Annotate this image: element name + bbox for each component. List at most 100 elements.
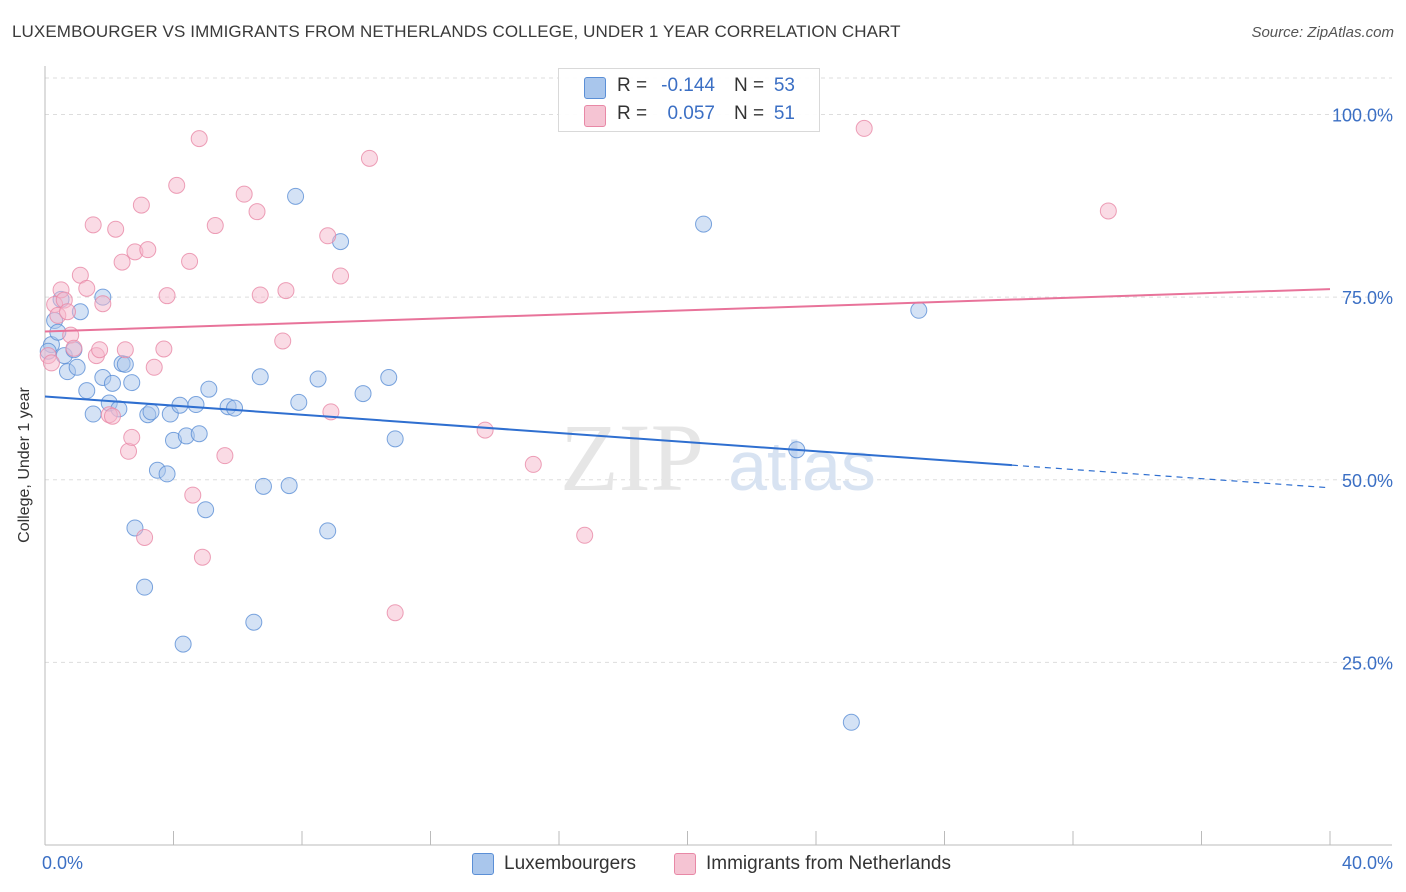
watermark: ZIP atlas bbox=[560, 404, 876, 511]
luxembourger-point bbox=[842, 713, 860, 731]
netherlands-point bbox=[181, 252, 199, 270]
legend-label: Luxembourgers bbox=[504, 853, 637, 874]
netherlands-point bbox=[251, 286, 269, 304]
luxembourger-point bbox=[290, 393, 308, 411]
luxembourger-point bbox=[190, 425, 208, 443]
y-axis-label-wrap: College, Under 1 year bbox=[16, 309, 34, 543]
legend-swatch-blue bbox=[472, 853, 494, 875]
netherlands-point bbox=[91, 341, 109, 359]
netherlands-point bbox=[524, 455, 542, 473]
stats-legend: R = -0.144 N = 53 R = 0.057 N = 51 bbox=[558, 68, 820, 132]
netherlands-point bbox=[84, 216, 102, 234]
legend-swatch-blue bbox=[584, 77, 606, 99]
legend-r-value: 0.057 bbox=[667, 103, 715, 124]
luxembourger-point bbox=[174, 635, 192, 653]
luxembourger-point bbox=[158, 465, 176, 483]
legend-row-netherlands: R = 0.057 N = 51 bbox=[559, 101, 819, 129]
axis-layer bbox=[44, 66, 1392, 846]
luxembourger-point bbox=[116, 355, 134, 373]
luxembourger-point bbox=[354, 385, 372, 403]
legend-swatch-pink bbox=[584, 105, 606, 127]
netherlands-point bbox=[155, 340, 173, 358]
chart-source: Source: ZipAtlas.com bbox=[1251, 24, 1394, 41]
netherlands-point bbox=[277, 282, 295, 300]
netherlands-point bbox=[132, 196, 150, 214]
netherlands-point bbox=[360, 149, 378, 167]
netherlands-point bbox=[206, 217, 224, 235]
netherlands-point bbox=[190, 130, 208, 148]
luxembourger-point bbox=[280, 477, 298, 495]
y-tick-label: 75.0% bbox=[1342, 288, 1393, 308]
x-tick-label: 40.0% bbox=[1342, 853, 1393, 873]
netherlands-point bbox=[476, 421, 494, 439]
netherlands-point bbox=[576, 526, 594, 544]
watermark-zip: ZIP bbox=[560, 404, 704, 511]
netherlands-point bbox=[136, 528, 154, 546]
legend-row-luxembourgers: R = -0.144 N = 53 bbox=[559, 73, 819, 101]
netherlands-point bbox=[145, 358, 163, 376]
netherlands-point bbox=[168, 176, 186, 194]
luxembourger-point bbox=[226, 399, 244, 417]
luxembourger-point bbox=[142, 403, 160, 421]
luxembourger-point bbox=[245, 613, 263, 631]
netherlands-point bbox=[123, 428, 141, 446]
luxembourger-point bbox=[200, 380, 218, 398]
netherlands-point bbox=[58, 303, 76, 321]
netherlands-point bbox=[248, 203, 266, 221]
luxembourger-point bbox=[386, 430, 404, 448]
luxembourger-point bbox=[287, 187, 305, 205]
watermark-atlas: atlas bbox=[728, 427, 876, 505]
legend-label: Immigrants from Netherlands bbox=[706, 853, 951, 874]
netherlands-point bbox=[193, 548, 211, 566]
luxembourger-point bbox=[136, 578, 154, 596]
netherlands-point bbox=[116, 341, 134, 359]
luxembourger-trend-line bbox=[44, 395, 1013, 467]
netherlands-point bbox=[94, 295, 112, 313]
netherlands-point bbox=[274, 332, 292, 350]
x-tick-label: 0.0% bbox=[42, 853, 83, 873]
netherlands-point bbox=[113, 253, 131, 271]
luxembourger-point bbox=[123, 374, 141, 392]
legend-swatch-pink bbox=[674, 853, 696, 875]
y-axis-label: College, Under 1 year bbox=[16, 387, 33, 543]
netherlands-point bbox=[386, 604, 404, 622]
legend-n-value: 53 bbox=[773, 75, 795, 96]
luxembourger-point bbox=[251, 368, 269, 386]
luxembourger-point bbox=[380, 368, 398, 386]
legend-r-value: -0.144 bbox=[661, 75, 715, 96]
netherlands-point bbox=[216, 447, 234, 465]
tick-labels: 25.0% 50.0% 75.0% 100.0% 0.0% 40.0% bbox=[42, 106, 1393, 873]
chart-title: LUXEMBOURGER VS IMMIGRANTS FROM NETHERLA… bbox=[12, 22, 901, 41]
luxembourger-point bbox=[910, 301, 928, 319]
netherlands-point bbox=[107, 220, 125, 238]
netherlands-trend-line bbox=[44, 288, 1331, 333]
y-tick-label: 50.0% bbox=[1342, 471, 1393, 491]
netherlands-point bbox=[139, 241, 157, 259]
legend-n-label: N = bbox=[734, 103, 765, 124]
legend-r-label: R = bbox=[617, 103, 648, 124]
luxembourger-point bbox=[695, 215, 713, 233]
luxembourger-point bbox=[309, 370, 327, 388]
netherlands-point bbox=[855, 119, 873, 137]
netherlands-point bbox=[158, 287, 176, 305]
luxembourger-point bbox=[254, 477, 272, 495]
legend-n-value: 51 bbox=[773, 103, 795, 124]
netherlands-point bbox=[78, 279, 96, 297]
netherlands-point bbox=[319, 227, 337, 245]
y-tick-label: 100.0% bbox=[1332, 106, 1393, 126]
legend-r-label: R = bbox=[617, 75, 648, 96]
netherlands-point bbox=[42, 354, 60, 372]
bottom-legend: Luxembourgers Immigrants from Netherland… bbox=[0, 850, 1406, 880]
luxembourger-point bbox=[319, 522, 337, 540]
grid-layer bbox=[45, 77, 1392, 663]
netherlands-point bbox=[184, 486, 202, 504]
legend-n-label: N = bbox=[734, 75, 765, 96]
netherlands-point bbox=[235, 185, 253, 203]
y-tick-label: 25.0% bbox=[1342, 653, 1393, 673]
luxembourger-point bbox=[84, 405, 102, 423]
netherlands-point bbox=[103, 407, 121, 425]
luxembourger-point bbox=[197, 501, 215, 519]
netherlands-point bbox=[65, 339, 83, 357]
trend-layer bbox=[44, 288, 1331, 489]
